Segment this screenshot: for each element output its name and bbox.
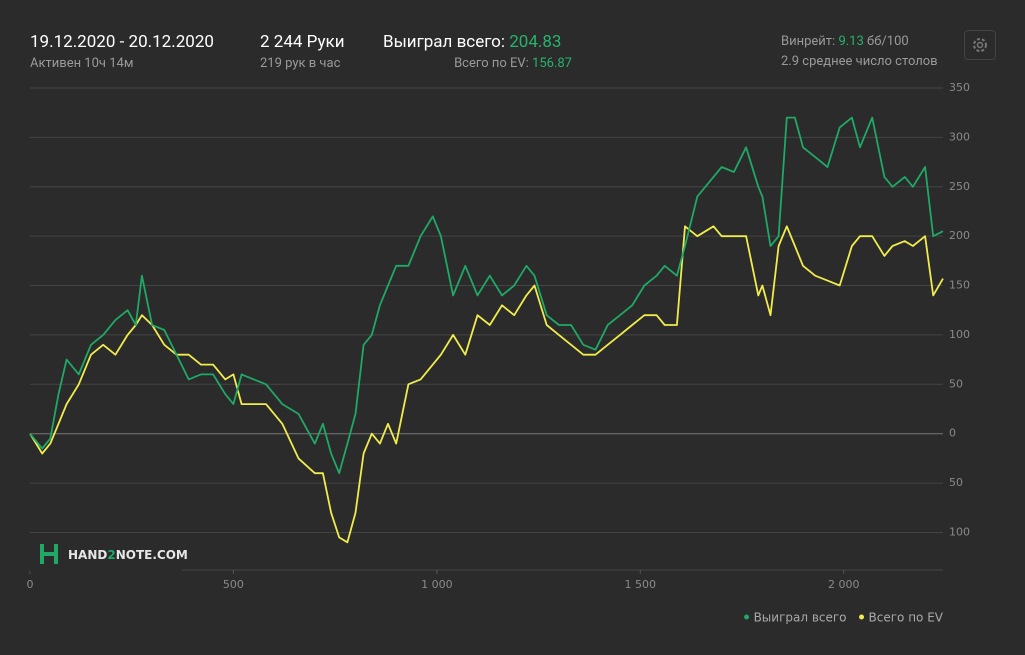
winrate: Винрейт: 9.13 бб/100: [781, 34, 909, 49]
won-total: Выиграл всего: 204.83: [383, 32, 561, 52]
legend-item: Выиграл всего: [744, 611, 847, 625]
y-tick-label: 200: [949, 229, 970, 242]
logo-part: HAND: [68, 548, 107, 562]
y-tick-label: 50: [949, 476, 963, 489]
logo-icon: [40, 544, 58, 564]
x-tick-label: 1 000: [421, 578, 453, 591]
series-line: [29, 116, 944, 475]
logo: HAND2NOTE.COM: [30, 538, 188, 572]
date-range: 19.12.2020 - 20.12.2020: [30, 32, 214, 52]
y-tick-label: 50: [949, 377, 963, 390]
won-label: Выиграл всего:: [383, 32, 505, 52]
legend-item: Всего по EV: [859, 611, 944, 625]
x-tick-label: 0: [27, 578, 34, 591]
x-tick-label: 2 000: [828, 578, 860, 591]
y-tick-label: 100: [949, 328, 970, 341]
settings-button[interactable]: [964, 30, 996, 60]
winrate-value: 9.13: [838, 34, 864, 49]
active-time: Активен 10ч 14м: [30, 56, 134, 71]
logo-part: 2: [107, 548, 115, 562]
hands: 2 244 Руки: [260, 32, 345, 52]
legend-marker: [744, 614, 750, 620]
legend-label: Выиграл всего: [754, 611, 847, 625]
series-line: [29, 225, 944, 544]
ev-value: 156.87: [532, 56, 572, 71]
winrate-label: Винрейт:: [781, 34, 836, 49]
winrate-unit: бб/100: [867, 34, 909, 49]
tables: 2.9 среднее число столов: [781, 54, 938, 69]
logo-part: NOTE.COM: [116, 548, 188, 562]
legend-label: Всего по EV: [869, 611, 944, 625]
y-tick-label: 0: [949, 427, 956, 440]
y-tick-label: 250: [949, 180, 970, 193]
hands-per-hour: 219 рук в час: [260, 56, 341, 71]
y-tick-label: 100: [949, 525, 970, 538]
x-tick-label: 1 500: [625, 578, 657, 591]
settings-icon: [973, 38, 987, 52]
x-tick-label: 500: [223, 578, 244, 591]
won-value: 204.83: [509, 32, 562, 52]
y-tick-label: 150: [949, 279, 970, 292]
y-tick-label: 350: [949, 81, 970, 94]
y-tick-label: 300: [949, 130, 970, 143]
ev-total: Всего по EV: 156.87: [454, 56, 572, 71]
legend-marker: [859, 614, 865, 620]
ev-label: Всего по EV:: [454, 56, 529, 71]
logo-text: HAND2NOTE.COM: [68, 548, 188, 562]
